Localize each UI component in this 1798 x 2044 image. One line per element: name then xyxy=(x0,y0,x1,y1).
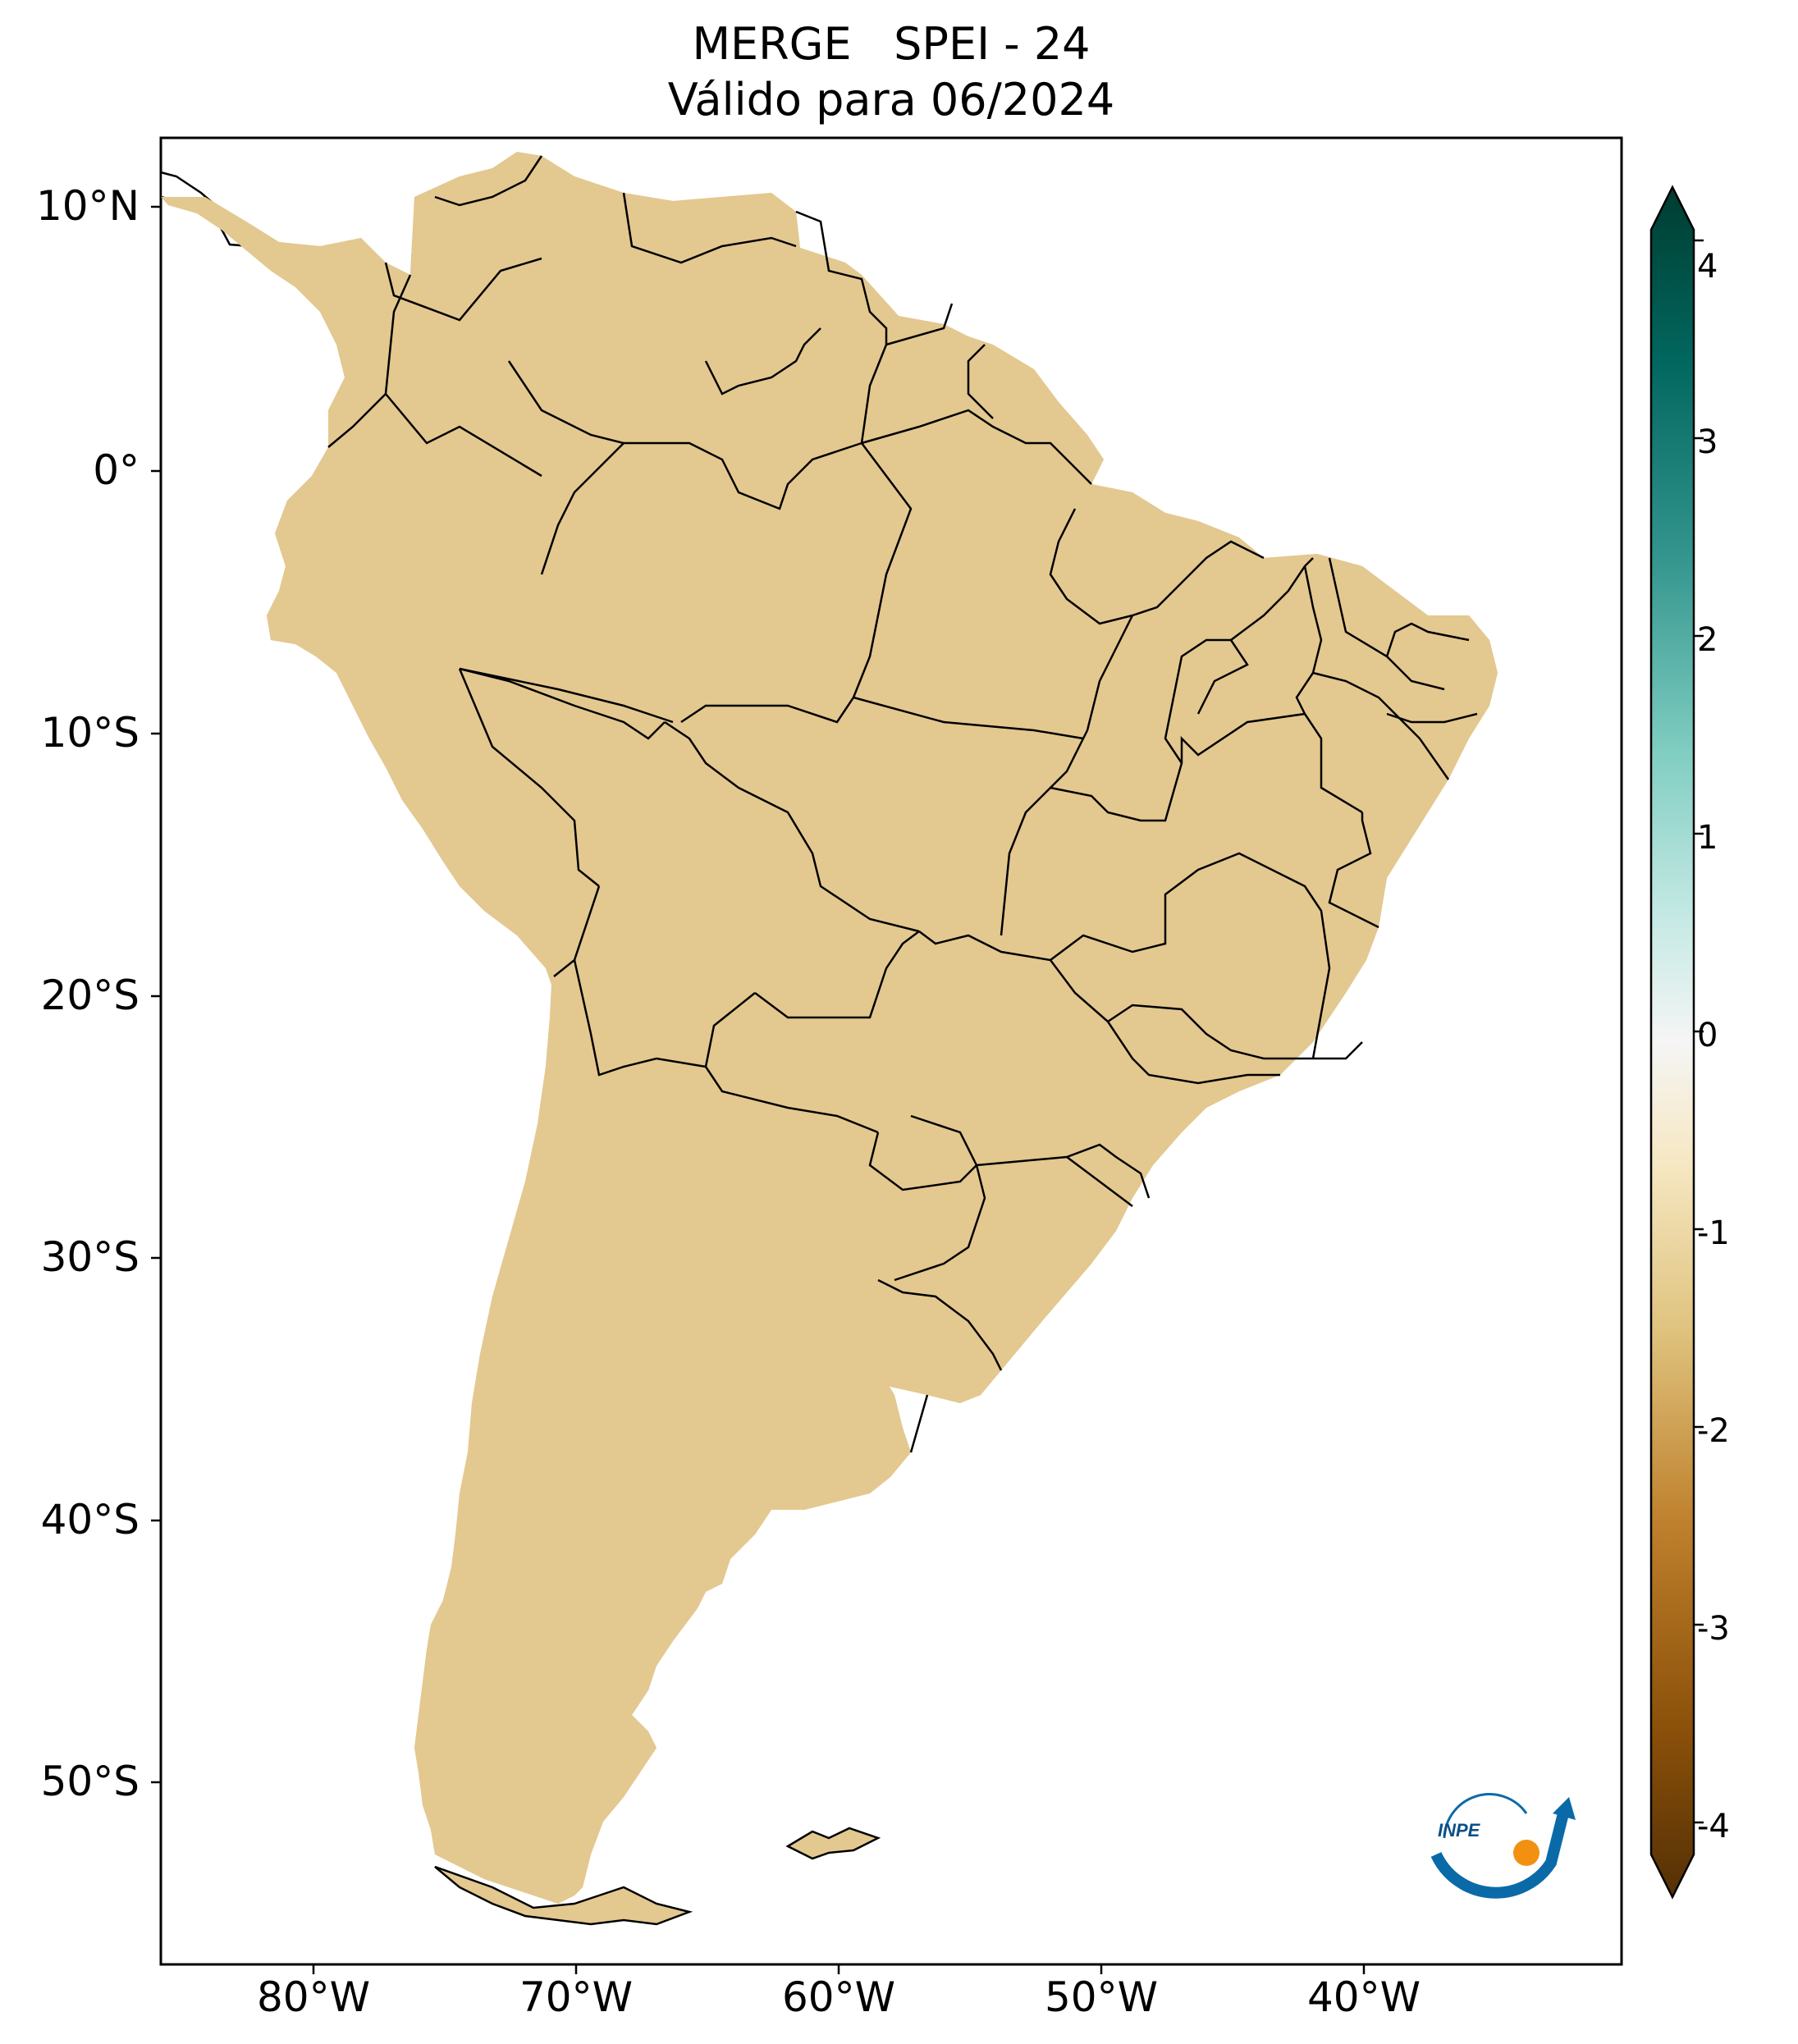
inpe-logo-icon xyxy=(1430,1793,1576,1899)
colorbar-label-neg1: -1 xyxy=(1697,1214,1730,1252)
colorbar-label-0: 0 xyxy=(1697,1017,1718,1054)
colorbar-label-neg2: -2 xyxy=(1697,1412,1730,1450)
lat-label-40S: 40°S xyxy=(40,1496,140,1543)
lat-label-10S: 10°S xyxy=(40,709,140,757)
colorbar xyxy=(1649,185,1704,1900)
axis-ticks xyxy=(151,205,1366,1974)
lon-label-50W: 50°W xyxy=(1044,1973,1159,2021)
lon-label-80W: 80°W xyxy=(256,1973,371,2021)
lat-label-20S: 20°S xyxy=(40,972,140,1019)
lat-label-10N: 10°N xyxy=(35,182,140,230)
lon-label-40W: 40°W xyxy=(1306,1973,1421,2021)
colorbar-label-neg3: -3 xyxy=(1697,1610,1730,1648)
falkland-islands xyxy=(785,1827,881,1860)
lat-label-50S: 50°S xyxy=(40,1758,140,1805)
lon-label-70W: 70°W xyxy=(519,1973,634,2021)
political-borders xyxy=(327,155,1478,1453)
colorbar-label-neg4: -4 xyxy=(1697,1808,1730,1845)
colorbar-label-1: 1 xyxy=(1697,819,1718,857)
colorbar-label-4: 4 xyxy=(1697,248,1718,286)
colorbar-label-3: 3 xyxy=(1697,423,1718,461)
map-subtitle: Válido para 06/2024 xyxy=(667,74,1115,126)
colorbar-body xyxy=(1649,185,1695,1900)
colorbar-label-2: 2 xyxy=(1697,621,1718,659)
lon-label-60W: 60°W xyxy=(781,1973,896,2021)
tierra-del-fuego xyxy=(434,1865,693,1926)
colorbar-ticks xyxy=(1694,239,1704,1824)
map-title: MERGE SPEI - 24 xyxy=(692,18,1091,70)
lat-label-30S: 30°S xyxy=(40,1233,140,1281)
inpe-logo-text: INPE xyxy=(1438,1820,1481,1841)
lat-label-0: 0° xyxy=(93,446,140,494)
